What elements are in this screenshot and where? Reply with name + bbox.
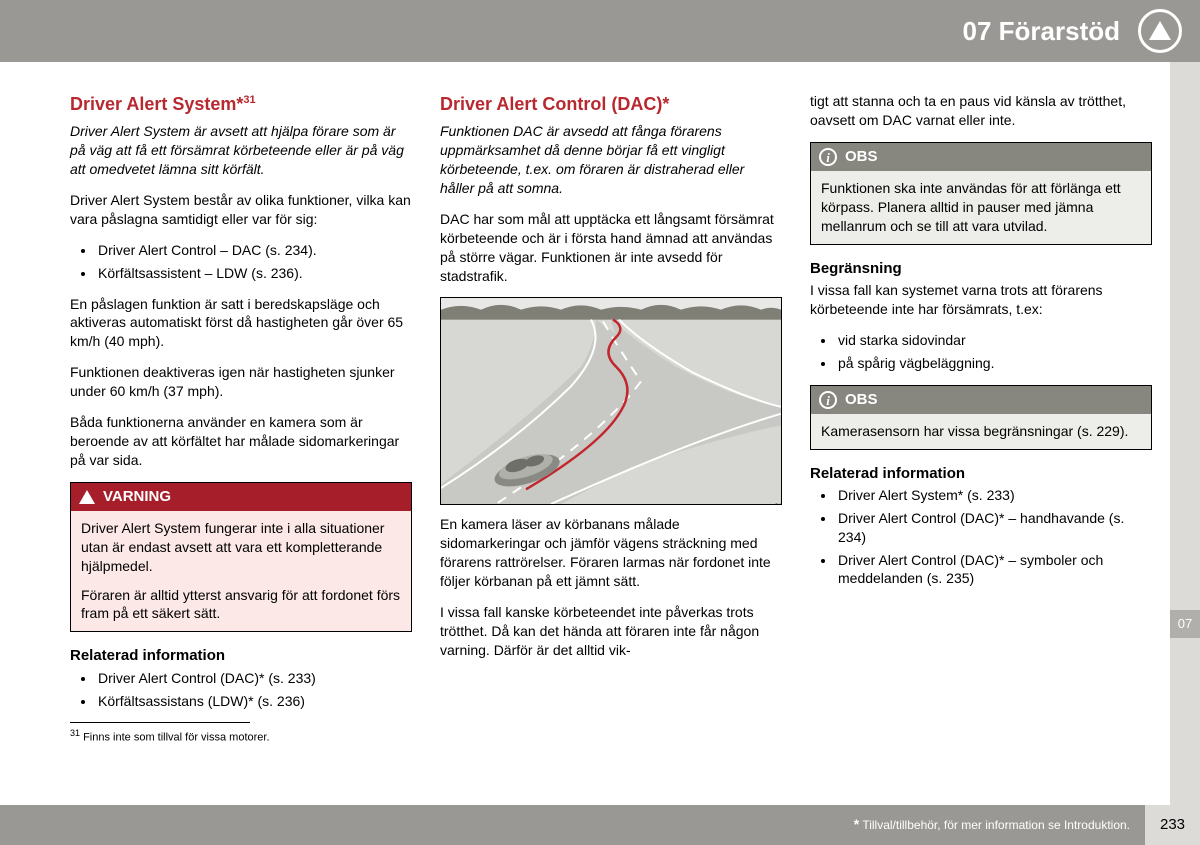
figure-code: G017332 bbox=[774, 502, 782, 505]
header-bar: 07 Förarstöd bbox=[0, 0, 1200, 62]
note-header: i OBS bbox=[811, 143, 1151, 171]
warning-body: Driver Alert System fungerar inte i alla… bbox=[71, 511, 411, 631]
section-heading: Driver Alert System*31 bbox=[70, 92, 412, 116]
paragraph: I vissa fall kanske körbeteendet inte på… bbox=[440, 603, 782, 660]
chapter-title: 07 Förarstöd bbox=[963, 14, 1121, 49]
list-item: Körfältsassistans (LDW)* (s. 236) bbox=[96, 692, 412, 711]
paragraph: I vissa fall kan systemet varna trots at… bbox=[810, 281, 1152, 319]
footer-note: * Tillval/tillbehör, för mer information… bbox=[854, 815, 1130, 834]
info-icon: i bbox=[819, 148, 837, 166]
list-item: Driver Alert Control (DAC)* – symboler o… bbox=[836, 551, 1152, 589]
list-item: Körfältsassistent – LDW (s. 236). bbox=[96, 264, 412, 283]
warning-text: Driver Alert System fungerar inte i alla… bbox=[81, 519, 401, 576]
list-item: Driver Alert Control – DAC (s. 234). bbox=[96, 241, 412, 260]
right-margin-strip bbox=[1170, 62, 1200, 805]
paragraph: En påslagen funktion är satt i beredskap… bbox=[70, 295, 412, 352]
note-box: i OBS Funktionen ska inte användas för a… bbox=[810, 142, 1152, 245]
note-body: Kamerasensorn har vissa begränsningar (s… bbox=[811, 414, 1151, 449]
list-item: vid starka sidovindar bbox=[836, 331, 1152, 350]
note-title: OBS bbox=[845, 390, 878, 410]
paragraph: Båda funktionerna använder en kamera som… bbox=[70, 413, 412, 470]
section-heading: Driver Alert Control (DAC)* bbox=[440, 92, 782, 116]
paragraph: En kamera läser av körbanans målade sido… bbox=[440, 515, 782, 591]
warning-triangle-icon bbox=[79, 490, 95, 504]
note-title: OBS bbox=[845, 147, 878, 167]
footnote: 31 Finns inte som tillval för vissa moto… bbox=[70, 727, 412, 746]
warning-box: VARNING Driver Alert System fungerar int… bbox=[70, 482, 412, 633]
bullet-list: Driver Alert Control – DAC (s. 234). Kör… bbox=[70, 241, 412, 283]
note-box: i OBS Kamerasensorn har vissa begränsnin… bbox=[810, 385, 1152, 450]
bullet-list: vid starka sidovindar på spårig vägbeläg… bbox=[810, 331, 1152, 373]
section-intro: Driver Alert System är avsett att hjälpa… bbox=[70, 122, 412, 179]
warning-title: VARNING bbox=[103, 487, 171, 507]
lane-illustration: G017332 bbox=[440, 297, 782, 505]
list-item: Driver Alert Control (DAC)* (s. 233) bbox=[96, 669, 412, 688]
subheading: Begränsning bbox=[810, 259, 1152, 279]
note-header: i OBS bbox=[811, 386, 1151, 414]
info-icon: i bbox=[819, 391, 837, 409]
page-number: 233 bbox=[1145, 805, 1200, 845]
paragraph: DAC har som mål att upptäcka ett långsam… bbox=[440, 210, 782, 286]
subheading: Relaterad information bbox=[810, 464, 1152, 484]
footnote-rule bbox=[70, 722, 250, 723]
column-2: Driver Alert Control (DAC)* Funktionen D… bbox=[440, 92, 782, 795]
list-item: Driver Alert System* (s. 233) bbox=[836, 486, 1152, 505]
subheading: Relaterad information bbox=[70, 646, 412, 666]
warning-text: Föraren är alltid ytterst ansvarig för a… bbox=[81, 586, 401, 624]
paragraph: Driver Alert System består av olika funk… bbox=[70, 191, 412, 229]
paragraph: tigt att stanna och ta en paus vid känsl… bbox=[810, 92, 1152, 130]
column-3: tigt att stanna och ta en paus vid känsl… bbox=[810, 92, 1152, 795]
list-item: Driver Alert Control (DAC)* – handhavand… bbox=[836, 509, 1152, 547]
warning-header: VARNING bbox=[71, 483, 411, 511]
note-body: Funktionen ska inte användas för att för… bbox=[811, 171, 1151, 244]
column-1: Driver Alert System*31 Driver Alert Syst… bbox=[70, 92, 412, 795]
related-list: Driver Alert System* (s. 233) Driver Ale… bbox=[810, 486, 1152, 588]
list-item: på spårig vägbeläggning. bbox=[836, 354, 1152, 373]
related-list: Driver Alert Control (DAC)* (s. 233) Kör… bbox=[70, 669, 412, 711]
warning-triangle-icon bbox=[1138, 9, 1182, 53]
section-intro: Funktionen DAC är avsedd att fånga förar… bbox=[440, 122, 782, 198]
paragraph: Funktionen deaktiveras igen när hastighe… bbox=[70, 363, 412, 401]
chapter-tab: 07 bbox=[1170, 610, 1200, 638]
footer-bar: * Tillval/tillbehör, för mer information… bbox=[0, 805, 1200, 845]
page-content: Driver Alert System*31 Driver Alert Syst… bbox=[70, 92, 1152, 795]
